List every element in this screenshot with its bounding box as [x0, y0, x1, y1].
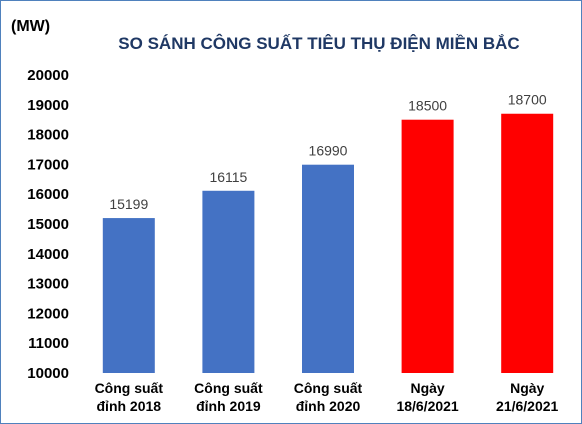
- bar: [102, 218, 155, 373]
- chart-title: SO SÁNH CÔNG SUẤT TIÊU THỤ ĐIỆN MIỀN BẮC: [118, 34, 519, 53]
- bar: [501, 113, 554, 374]
- x-category-label: 21/6/2021: [496, 398, 558, 414]
- y-tick-label: 13000: [27, 276, 69, 293]
- y-tick-label: 18000: [27, 127, 69, 144]
- data-label: 18500: [408, 98, 447, 114]
- data-label: 16115: [209, 169, 247, 185]
- data-label: 18700: [508, 92, 547, 108]
- y-tick-label: 16000: [27, 186, 69, 203]
- y-tick-label: 20000: [27, 67, 69, 84]
- x-category-label: đỉnh 2020: [296, 398, 361, 414]
- x-category-label: Ngày: [410, 380, 444, 396]
- y-tick-label: 15000: [27, 216, 69, 233]
- x-category-label: 18/6/2021: [396, 398, 458, 414]
- x-category-label: đỉnh 2019: [196, 398, 261, 414]
- unit-label: (MW): [11, 18, 50, 35]
- x-axis: Công suất đỉnh 2018 Công suất đỉnh 2019 Công…: [95, 380, 559, 414]
- x-category-label: Công suất: [294, 380, 363, 396]
- data-label: 15199: [109, 196, 148, 212]
- y-tick-label: 14000: [27, 246, 69, 263]
- bar: [202, 190, 255, 373]
- bar: [401, 119, 454, 373]
- x-category-label: đỉnh 2018: [97, 398, 162, 414]
- y-tick-label: 12000: [27, 305, 69, 322]
- y-tick-label: 10000: [27, 365, 69, 382]
- x-category-label: Công suất: [194, 380, 263, 396]
- x-category-label: Ngày: [510, 380, 544, 396]
- y-tick-label: 19000: [27, 97, 69, 114]
- bars: [102, 113, 554, 374]
- data-labels: 15199 16115 16990 18500 18700: [109, 92, 547, 212]
- y-tick-label: 17000: [27, 156, 69, 173]
- bar: [302, 164, 354, 373]
- data-label: 16990: [309, 143, 348, 159]
- x-category-label: Công suất: [95, 380, 164, 396]
- y-axis: 10000 11000 12000 13000 14000 15000 16000 17000…: [27, 67, 69, 382]
- y-tick-label: 11000: [28, 335, 69, 352]
